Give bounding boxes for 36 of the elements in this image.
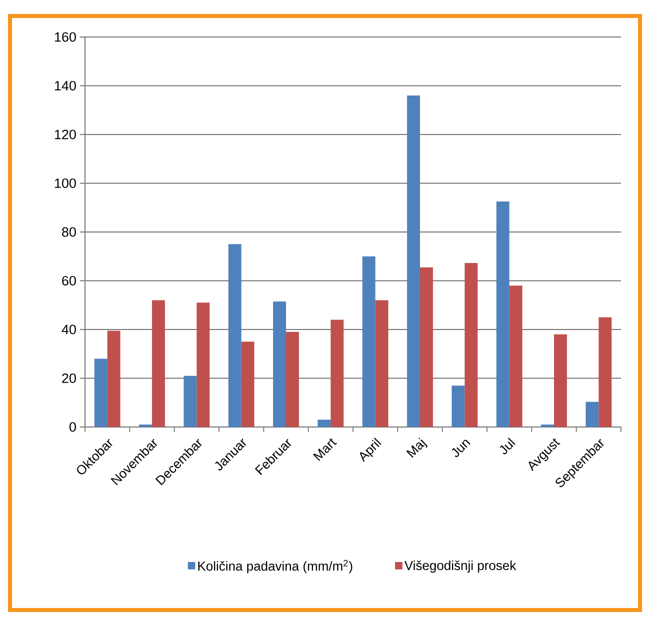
y-tick-label: 0 [70, 422, 76, 432]
legend-label: Višegodišnji prosek [404, 560, 516, 573]
bar [464, 262, 478, 427]
bar [107, 330, 120, 427]
bar [228, 244, 242, 427]
y-tick-label: 80 [62, 227, 76, 237]
y-tick-label: 100 [54, 178, 76, 188]
bar [196, 302, 210, 427]
bar [509, 286, 522, 427]
bar [362, 256, 376, 427]
x-tick-label: Jul [500, 438, 516, 454]
y-tick-label: 20 [62, 373, 76, 384]
y-tick-label: 140 [54, 80, 76, 91]
bar [586, 402, 599, 427]
bar [318, 420, 331, 427]
legend-label: Količina padavina (mm/m$^{2}$) [198, 560, 352, 574]
bar [286, 332, 299, 427]
y-tick-label: 160 [54, 32, 76, 42]
bar [273, 301, 286, 427]
x-tick-label: Maj [406, 438, 428, 458]
bar [452, 386, 465, 427]
x-tick-label: Jun [452, 440, 470, 458]
bar [407, 95, 420, 427]
bar [420, 267, 433, 427]
bar [496, 202, 510, 427]
bar [330, 320, 344, 427]
y-tick-label: 60 [62, 276, 76, 286]
bar [241, 342, 254, 427]
bar [598, 317, 612, 427]
bar [94, 358, 108, 427]
y-tick-label: 40 [62, 324, 76, 334]
bar [152, 300, 165, 427]
bar [184, 376, 197, 427]
bar [375, 300, 388, 427]
y-tick-label: 120 [54, 130, 76, 140]
bar [554, 334, 567, 427]
